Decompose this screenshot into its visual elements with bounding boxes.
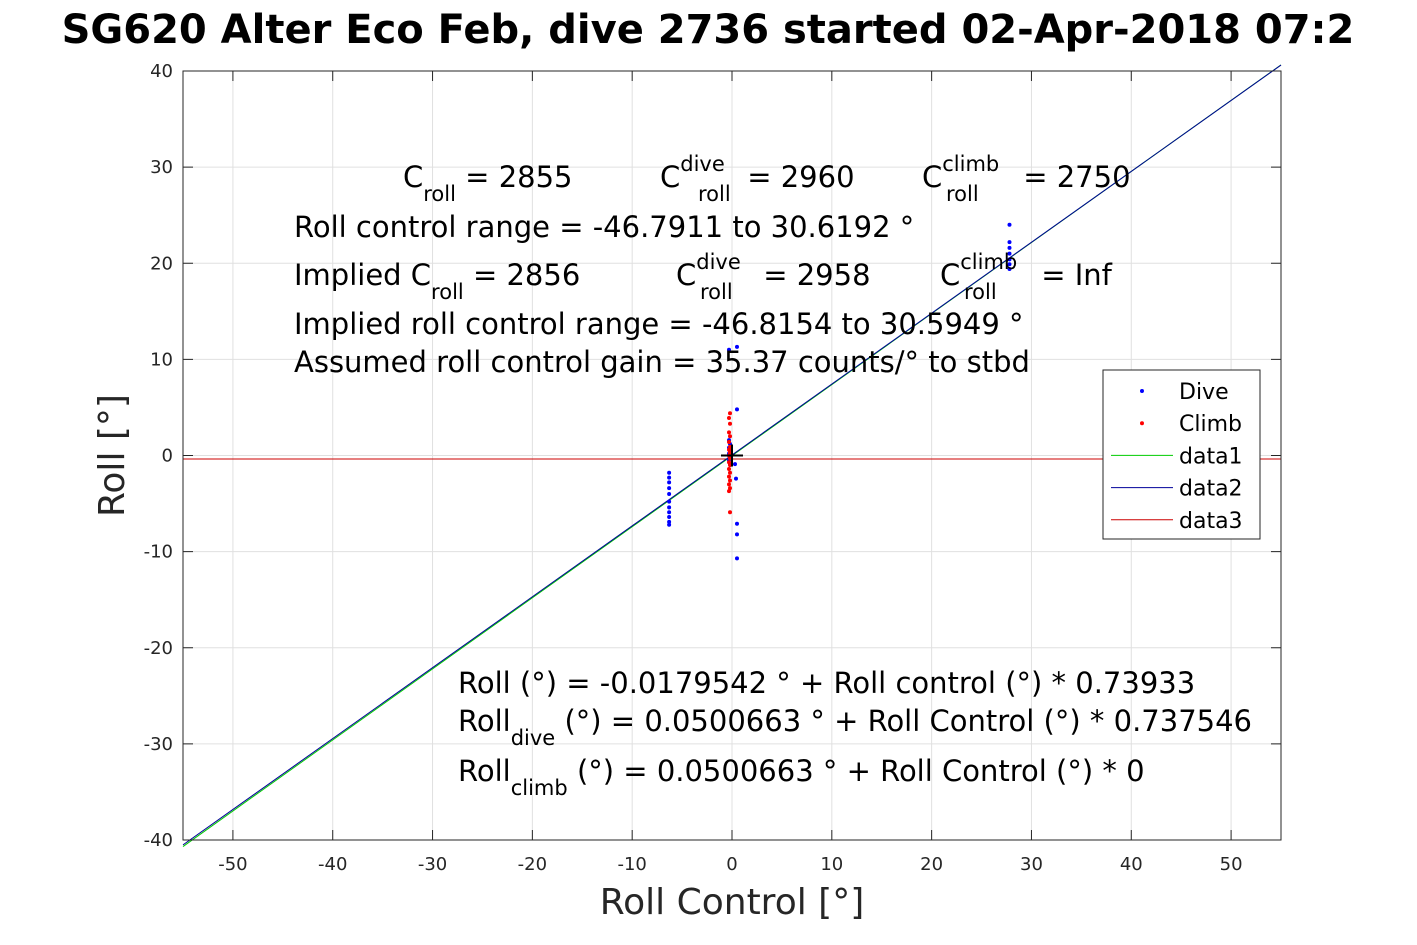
y-tick-label: -30 [144,734,173,755]
data-point-dive [1007,245,1012,250]
data-point-dive [734,521,739,526]
x-tick-label: -40 [318,854,347,875]
data-point-dive [1007,251,1012,256]
data-point-climb [728,434,733,439]
data-point-dive [1007,222,1012,227]
y-tick-label: -10 [144,542,173,563]
legend-entry-label: Climb [1179,412,1242,437]
data-point-dive [1007,257,1012,262]
implied-c-roll-dive-annotation: Cdive roll = 2958 [676,250,871,304]
implied-range-annotation: Implied roll control range = -46.8154 to… [294,307,1024,341]
data-point-dive [667,499,672,504]
data-point-dive [732,462,737,467]
fit-all-annotation: Roll (°) = -0.0179542 ° + Roll control (… [458,666,1195,700]
data-point-dive [667,480,672,485]
data-point-dive [1007,267,1012,272]
data-point-dive [734,344,739,349]
data-point-dive [734,407,739,412]
legend-entry-label: Dive [1179,380,1229,405]
legend-entry-label: data2 [1179,477,1243,502]
data-point-climb [728,421,733,426]
legend-box [1102,369,1261,540]
x-tick-label: -30 [418,854,447,875]
x-tick-label: 50 [1220,854,1243,875]
data-point-climb [728,470,733,475]
y-tick-label: 0 [162,446,173,467]
data-point-climb [728,510,733,515]
data-point-climb [728,478,733,483]
c-roll-dive-annotation: Cdive roll = 2960 [660,152,855,206]
data-point-dive [734,556,739,561]
data-point-dive [667,515,672,520]
legend-marker-dive [1140,389,1144,393]
data-point-climb [727,466,732,471]
legend: Dive Climb data1 data2 data3 [1102,369,1261,540]
legend-entry-label: data1 [1179,444,1243,469]
origin-marker [721,444,743,467]
x-tick-label: 20 [920,854,943,875]
data-point-climb [727,474,732,479]
c-roll-annotation: Croll = 2855 [403,160,573,206]
y-tick-label: 40 [150,61,173,82]
y-tick-label: -40 [144,830,173,851]
x-tick-label: -10 [617,854,646,875]
gain-annotation: Assumed roll control gain = 35.37 counts… [294,345,1030,379]
y-axis-label: Roll [°] [92,394,133,517]
data-point-dive [734,532,739,537]
fit-dive-annotation: Rolldive (°) = 0.0500663 ° + Roll Contro… [458,704,1252,750]
data-point-climb [727,489,732,494]
chart-title: SG620 Alter Eco Feb, dive 2736 started 0… [61,7,1355,53]
annotations: Croll = 2855 Cdive roll = 2960 Cclimb roll… [294,152,1252,800]
data-points [667,222,1012,561]
data-point-dive [667,470,672,475]
c-roll-climb-annotation: Cclimb roll = 2750 [922,152,1131,206]
y-tick-label: 20 [150,253,173,274]
data-point-dive [667,475,672,480]
data-point-climb [727,440,732,445]
data-point-dive [733,476,738,481]
x-tick-label: -20 [518,854,547,875]
x-tick-label: 30 [1020,854,1043,875]
data-point-dive [667,519,672,524]
x-tick-label: -50 [218,854,247,875]
roll-control-range-annotation: Roll control range = -46.7911 to 30.6192… [294,210,914,244]
data-point-dive [667,510,672,515]
data-point-climb [727,430,732,435]
data-point-dive [667,491,672,496]
x-tick-label: 10 [820,854,843,875]
data-point-dive [1007,262,1012,267]
implied-c-roll-annotation: Implied Croll = 2856 [294,258,580,304]
axis-ticks: -50 -40 -30 -20 -10 0 10 20 30 40 50 -40 -30 -20 -10 0 1… [144,61,1281,875]
data-point-climb [727,416,732,421]
legend-marker-climb [1140,421,1144,426]
y-tick-label: 10 [150,349,173,370]
x-axis-label: Roll Control [°] [600,882,865,923]
x-tick-label: 0 [726,854,737,875]
y-tick-label: 30 [150,157,173,178]
fit-climb-annotation: Rollclimb (°) = 0.0500663 ° + Roll Contr… [458,754,1145,800]
data-point-climb [727,482,732,487]
data-point-dive [667,486,672,491]
data-point-dive [667,522,672,527]
data-point-dive [727,347,732,352]
data-point-dive [1007,240,1012,245]
legend-entry-label: data3 [1179,509,1243,534]
y-tick-label: -20 [144,638,173,659]
data-point-climb [728,411,733,416]
x-tick-label: 40 [1120,854,1143,875]
data-point-dive [667,505,672,510]
implied-c-roll-climb-annotation: Cclimb roll = Inf [940,250,1113,304]
